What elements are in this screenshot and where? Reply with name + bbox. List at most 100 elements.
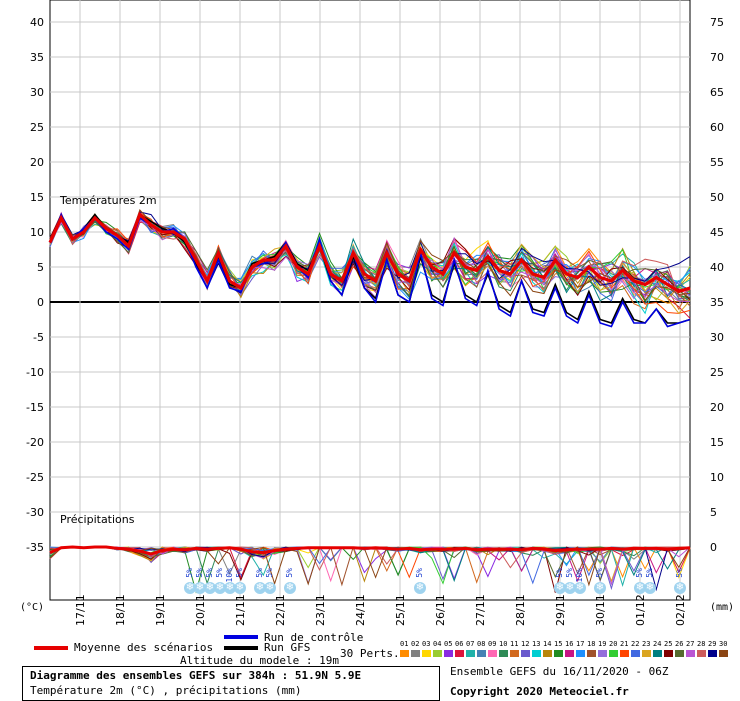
date-tick-label: 23/11	[314, 594, 327, 626]
right-tick-label: 35	[710, 296, 724, 309]
date-tick-label: 29/11	[554, 594, 567, 626]
legend-mean-line	[34, 646, 68, 650]
pert-number: 23	[642, 640, 651, 648]
member-precip-line	[49, 546, 691, 587]
right-tick-label: 25	[710, 366, 724, 379]
pert-number: 07	[466, 640, 475, 648]
pert-number: 18	[587, 640, 596, 648]
pert-number: 30	[719, 640, 728, 648]
legend-mean-label: Moyenne des scénarios	[74, 641, 214, 654]
date-tick-label: 22/11	[274, 594, 287, 626]
member-temp-line	[49, 216, 691, 303]
snowflake-icon: ❄	[634, 582, 646, 594]
snow-probability-label: 5%	[595, 568, 604, 578]
snowflake-icon: ❄	[574, 582, 586, 594]
snow-probability-label: 5%	[185, 568, 194, 578]
pert-number: 26	[675, 640, 684, 648]
date-tick-label: 28/11	[514, 594, 527, 626]
snow-probability-label: 5%	[285, 568, 294, 578]
right-tick-label: 70	[710, 51, 724, 64]
legend-control-label: Run de contrôle	[264, 631, 364, 644]
right-tick-label: 50	[710, 191, 724, 204]
right-tick-label: 5	[710, 506, 717, 519]
snowflake-icon: ❄	[254, 582, 266, 594]
pert-swatch	[664, 650, 673, 657]
right-tick-label: 20	[710, 401, 724, 414]
date-tick-label: 25/11	[394, 594, 407, 626]
pert-number: 12	[521, 640, 530, 648]
right-tick-label: 65	[710, 86, 724, 99]
pert-swatch	[499, 650, 508, 657]
pert-number: 03	[422, 640, 431, 648]
pert-swatch	[653, 650, 662, 657]
pert-number: 25	[664, 640, 673, 648]
precip-section-label: Précipitations	[60, 513, 135, 526]
pert-number: 22	[631, 640, 640, 648]
snowflake-icon: ❄	[224, 582, 236, 594]
pert-swatch	[708, 650, 717, 657]
pert-swatch	[697, 650, 706, 657]
left-tick-label: -20	[26, 436, 44, 449]
pert-swatch	[477, 650, 486, 657]
pert-swatch	[455, 650, 464, 657]
left-tick-label: 20	[30, 156, 44, 169]
date-tick-label: 19/11	[154, 594, 167, 626]
left-tick-label: 40	[30, 16, 44, 29]
snow-probability-label: 5%	[675, 568, 684, 578]
run-label: Ensemble GEFS du 16/11/2020 - 06Z	[450, 665, 669, 678]
pert-number: 10	[499, 640, 508, 648]
snowflake-icon: ❄	[644, 582, 656, 594]
left-tick-label: 25	[30, 121, 44, 134]
pert-swatch	[488, 650, 497, 657]
left-tick-label: -5	[33, 331, 44, 344]
snowflake-icon: ❄	[204, 582, 216, 594]
pert-number: 19	[598, 640, 607, 648]
date-tick-label: 30/11	[594, 594, 607, 626]
right-tick-label: 10	[710, 471, 724, 484]
pert-swatch	[565, 650, 574, 657]
snowflake-icon: ❄	[194, 582, 206, 594]
title-box	[22, 666, 440, 701]
pert-number: 06	[455, 640, 464, 648]
date-tick-label: 27/11	[474, 594, 487, 626]
snow-probability-label: 5%	[645, 568, 654, 578]
x-tick-labels: 17/11 18/11 19/11 20/11 21/11 22/11 23/11 24/11…	[74, 594, 687, 626]
date-tick-label: 18/11	[114, 594, 127, 626]
snowflake-icon: ❄	[284, 582, 296, 594]
pert-swatch	[631, 650, 640, 657]
snowflake-icon: ❄	[594, 582, 606, 594]
pert-swatch	[675, 650, 684, 657]
pert-swatch	[466, 650, 475, 657]
pert-swatch	[719, 650, 728, 657]
pert-swatch	[642, 650, 651, 657]
pert-number: 29	[708, 640, 717, 648]
right-tick-label: 0	[710, 541, 717, 554]
date-tick-label: 21/11	[234, 594, 247, 626]
left-tick-label: 5	[37, 261, 44, 274]
snow-probability-label: 5%	[195, 568, 204, 578]
snow-probability-label: 5%	[565, 568, 574, 578]
snow-probability-label: 5%	[555, 568, 564, 578]
footer: Moyenne des scénarios Run de contrôle Ru…	[0, 630, 740, 701]
legend-gfs-label: Run GFS	[264, 641, 311, 654]
legend-control-line	[224, 635, 258, 639]
mean-temp-line	[48, 211, 691, 294]
pert-number: 17	[576, 640, 585, 648]
snowflake-icon: ❄	[554, 582, 566, 594]
left-tick-label: -25	[26, 471, 44, 484]
member-temp-line	[49, 213, 691, 301]
left-tick-label: 0	[37, 296, 44, 309]
pert-number: 14	[543, 640, 552, 648]
pert-swatch	[598, 650, 607, 657]
left-tick-label: 30	[30, 86, 44, 99]
snow-probability-label: 5%	[215, 568, 224, 578]
series-lines	[48, 211, 691, 556]
snowflake-icon: ❄	[264, 582, 276, 594]
gfs-temp-line	[49, 213, 691, 324]
snowflake-icon: ❄	[674, 582, 686, 594]
pert-number: 04	[433, 640, 442, 648]
snowflake-icon: ❄	[414, 582, 426, 594]
copyright-label: Copyright 2020 Meteociel.fr	[450, 685, 629, 698]
